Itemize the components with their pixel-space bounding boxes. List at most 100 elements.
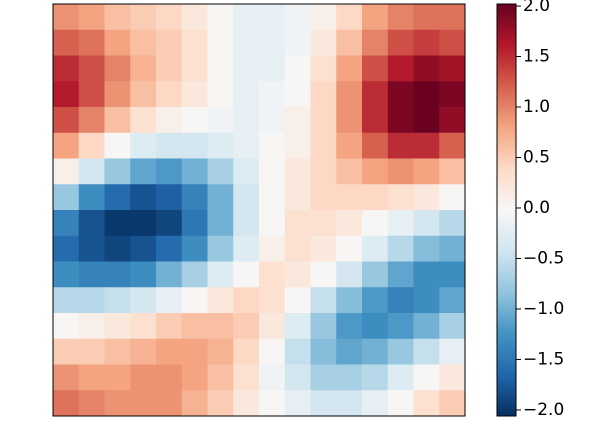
heatmap-cell — [156, 235, 183, 262]
heatmap-cell — [104, 158, 131, 185]
colorbar-tick-label: −0.5 — [523, 248, 564, 268]
heatmap-cell — [259, 287, 286, 314]
heatmap-cell — [284, 338, 311, 365]
heatmap-cell — [181, 81, 208, 108]
colorbar-tick-label: −1.5 — [523, 349, 564, 369]
heatmap-cell — [207, 29, 234, 56]
heatmap-cell — [310, 364, 337, 391]
heatmap-cell — [387, 338, 414, 365]
heatmap-cell — [413, 210, 440, 237]
heatmap-cell — [104, 29, 131, 56]
heatmap-cell — [233, 184, 260, 211]
heatmap-cell — [233, 210, 260, 237]
heatmap-cell — [78, 184, 105, 211]
heatmap-cell — [310, 55, 337, 82]
heatmap-cell — [362, 210, 389, 237]
heatmap-cell — [284, 158, 311, 185]
heatmap-cell — [387, 107, 414, 134]
heatmap-cell — [156, 364, 183, 391]
heatmap-cell — [362, 390, 389, 417]
heatmap-cell — [104, 261, 131, 288]
heatmap-cell — [310, 184, 337, 211]
heatmap-cell — [284, 210, 311, 237]
heatmap-cell — [310, 81, 337, 108]
heatmap-cell — [259, 29, 286, 56]
heatmap-cell — [53, 313, 80, 340]
heatmap-cell — [104, 107, 131, 134]
heatmap-cell — [78, 364, 105, 391]
plot-frame — [52, 3, 466, 417]
heatmap-cell — [439, 313, 466, 340]
heatmap-cell — [104, 338, 131, 365]
heatmap-cell — [362, 81, 389, 108]
heatmap-cell — [310, 132, 337, 159]
heatmap-cell — [233, 390, 260, 417]
heatmap-cell — [336, 81, 363, 108]
heatmap-cell — [207, 364, 234, 391]
heatmap-cell — [78, 261, 105, 288]
heatmap-cell — [78, 29, 105, 56]
heatmap-cell — [181, 107, 208, 134]
heatmap-cell — [387, 235, 414, 262]
heatmap-cell — [233, 338, 260, 365]
heatmap-cell — [387, 364, 414, 391]
heatmap-cell — [181, 364, 208, 391]
heatmap-cell — [207, 235, 234, 262]
heatmap-cell — [310, 313, 337, 340]
heatmap-cell — [233, 261, 260, 288]
heatmap-cell — [207, 184, 234, 211]
heatmap-cell — [284, 132, 311, 159]
heatmap-cell — [104, 184, 131, 211]
heatmap-cell — [233, 107, 260, 134]
heatmap-cell — [362, 287, 389, 314]
heatmap-cell — [104, 390, 131, 417]
heatmap-cell — [336, 390, 363, 417]
heatmap-cell — [78, 235, 105, 262]
heatmap-cell — [310, 390, 337, 417]
heatmap-cell — [104, 235, 131, 262]
heatmap-cell — [284, 184, 311, 211]
heatmap-cell — [233, 364, 260, 391]
heatmap-cell — [259, 132, 286, 159]
heatmap-cell — [387, 184, 414, 211]
heatmap-cell — [53, 107, 80, 134]
heatmap-cell — [233, 55, 260, 82]
heatmap-cell — [53, 364, 80, 391]
heatmap-cell — [181, 132, 208, 159]
heatmap-cell — [336, 107, 363, 134]
heatmap-cell — [259, 364, 286, 391]
heatmap-cell — [156, 29, 183, 56]
heatmap-cell — [362, 132, 389, 159]
heatmap-cell — [130, 287, 157, 314]
heatmap-cell — [439, 390, 466, 417]
heatmap-cell — [53, 132, 80, 159]
heatmap-cell — [310, 107, 337, 134]
heatmap-cell — [439, 235, 466, 262]
heatmap-cell — [259, 235, 286, 262]
heatmap-cell — [181, 4, 208, 31]
heatmap-cell — [310, 235, 337, 262]
heatmap-cell — [362, 364, 389, 391]
heatmap-cell — [104, 313, 131, 340]
heatmap-cell — [130, 313, 157, 340]
heatmap-cell — [53, 4, 80, 31]
heatmap-cell — [156, 132, 183, 159]
heatmap-cell — [53, 81, 80, 108]
heatmap-cell — [181, 390, 208, 417]
heatmap-cell — [310, 29, 337, 56]
heatmap-cell — [78, 287, 105, 314]
heatmap-cell — [104, 81, 131, 108]
heatmap-cell — [413, 29, 440, 56]
heatmap-cell — [284, 235, 311, 262]
heatmap-cell — [130, 235, 157, 262]
heatmap-cell — [104, 132, 131, 159]
heatmap-cell — [387, 390, 414, 417]
heatmap-cell — [130, 132, 157, 159]
heatmap-cell — [259, 81, 286, 108]
heatmap-cell — [181, 158, 208, 185]
heatmap-cell — [439, 4, 466, 31]
heatmap-cell — [104, 4, 131, 31]
heatmap-cell — [336, 235, 363, 262]
heatmap-cell — [284, 313, 311, 340]
heatmap-cell — [336, 261, 363, 288]
